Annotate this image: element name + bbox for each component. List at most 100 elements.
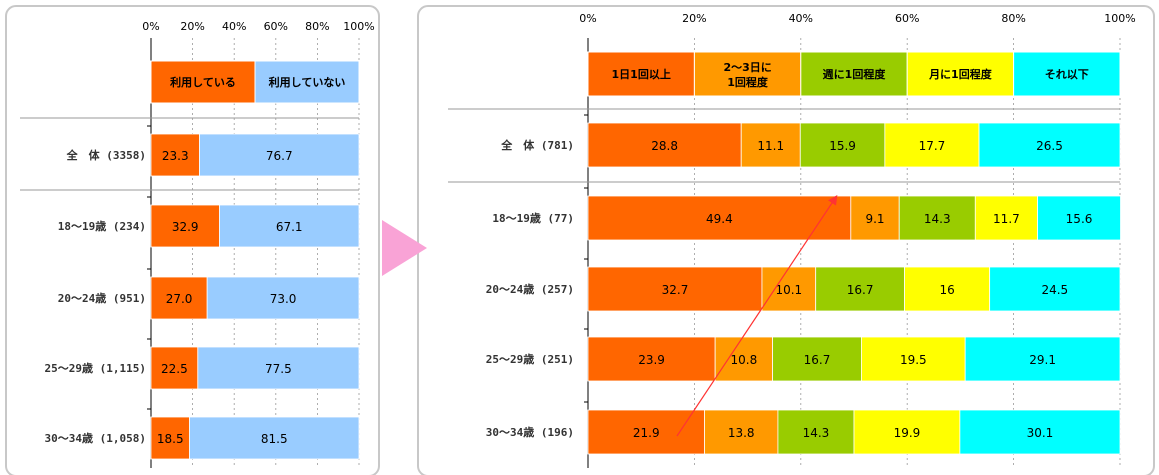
x-tick-label: 40% [222, 20, 246, 33]
bar-segment [959, 409, 1121, 455]
legend-label: 1日1回以上 [612, 67, 671, 81]
value-label: 16 [939, 283, 954, 297]
x-tick-label: 0% [142, 20, 159, 33]
x-tick-label: 60% [895, 12, 919, 25]
value-label: 32.9 [172, 220, 199, 234]
x-tick-label: 100% [1104, 12, 1135, 25]
row-label: 全 体 (781) [500, 138, 574, 152]
value-label: 26.5 [1036, 139, 1063, 153]
bar-segment [978, 122, 1121, 168]
x-tick-label: 60% [264, 20, 288, 33]
x-tick-label: 80% [1001, 12, 1025, 25]
value-label: 77.5 [265, 362, 292, 376]
bar-segment [587, 336, 716, 382]
value-label: 67.1 [276, 220, 303, 234]
value-label: 29.1 [1029, 353, 1056, 367]
bar-segment [704, 409, 779, 455]
value-label: 14.3 [924, 212, 951, 226]
legend-label-line: 2～3日に [723, 61, 771, 74]
bar-segment [150, 204, 220, 248]
legend-label: 2～3日に 1回程度 [723, 61, 771, 89]
value-label: 16.7 [804, 353, 831, 367]
x-tick-label: 40% [789, 12, 813, 25]
bar-segment [974, 195, 1038, 241]
legend-label-line: 1回程度 [727, 75, 769, 89]
x-tick-label: 80% [305, 20, 329, 33]
bar-segment [898, 195, 976, 241]
bar-segment [587, 122, 742, 168]
legend-swatch [1013, 51, 1121, 97]
value-label: 16.7 [847, 283, 874, 297]
value-label: 10.8 [731, 353, 758, 367]
legend-swatch [587, 51, 695, 97]
value-label: 15.9 [829, 139, 856, 153]
bar-segment [150, 416, 190, 460]
legend-swatch [693, 51, 802, 97]
row-label: 25～29歳 (251) [486, 352, 574, 366]
trend-annotation-arrow [676, 195, 838, 437]
bar-segment [761, 266, 817, 312]
legend-swatch [906, 51, 1015, 97]
value-label: 19.5 [900, 353, 927, 367]
bar-segment [150, 346, 199, 390]
value-label: 24.5 [1041, 283, 1068, 297]
row-label: 全 体 (3358) [66, 148, 146, 162]
bar-segment [740, 122, 801, 168]
x-tick-label: 100% [343, 20, 374, 33]
row-label: 20～24歳 (951) [58, 291, 146, 305]
x-tick-label: 20% [180, 20, 204, 33]
bar-segment [587, 409, 705, 455]
bar-segment [850, 195, 900, 241]
bar-segment [989, 266, 1121, 312]
value-label: 76.7 [266, 149, 293, 163]
value-label: 14.3 [803, 426, 830, 440]
value-label: 28.8 [651, 139, 678, 153]
legend-label: 利用している [170, 75, 236, 89]
row-label: 20～24歳 (257) [486, 282, 574, 296]
value-label: 22.5 [161, 362, 188, 376]
bar-segment [189, 416, 360, 460]
bar-segment [219, 204, 360, 248]
bar-segment [206, 276, 360, 320]
legend-swatch [800, 51, 908, 97]
bar-segment [964, 336, 1121, 382]
value-label: 11.7 [993, 212, 1020, 226]
legend-label: それ以下 [1045, 68, 1089, 81]
bar-segment [197, 346, 360, 390]
legend-swatch [254, 60, 360, 104]
value-label: 18.5 [157, 432, 184, 446]
legend-swatch [150, 60, 256, 104]
value-label: 27.0 [166, 292, 193, 306]
value-label: 73.0 [270, 292, 297, 306]
bar-segment [861, 336, 966, 382]
value-label: 19.9 [894, 426, 921, 440]
value-label: 10.1 [775, 283, 802, 297]
row-label: 25～29歳 (1,115) [45, 361, 146, 375]
bar-segment [199, 133, 360, 177]
row-label: 18～19歳 (234) [58, 219, 146, 233]
value-label: 15.6 [1066, 212, 1093, 226]
bar-segment [1037, 195, 1121, 241]
bar-segment [815, 266, 905, 312]
x-tick-label: 0% [579, 12, 596, 25]
value-label: 32.7 [662, 283, 689, 297]
bar-segment [587, 195, 852, 241]
row-label: 30～34歳 (196) [486, 425, 574, 439]
right-chart: 0% 20% 40% 60% 80% 100% 1日1回以上 2～3日に 1回程度 週に1回程度 月… [448, 12, 1136, 468]
value-label: 81.5 [261, 432, 288, 446]
legend-label: 週に1回程度 [823, 67, 887, 81]
bar-segment [904, 266, 991, 312]
value-label: 49.4 [706, 212, 733, 226]
row-label: 18～19歳 (77) [492, 211, 574, 225]
value-label: 13.8 [728, 426, 755, 440]
bar-segment [853, 409, 961, 455]
value-label: 30.1 [1027, 426, 1054, 440]
value-label: 21.9 [633, 426, 660, 440]
value-label: 9.1 [865, 212, 884, 226]
bar-segment [714, 336, 774, 382]
row-label: 30～34歳 (1,058) [45, 431, 146, 445]
legend-label: 利用していない [269, 75, 346, 89]
connector-arrow [382, 220, 427, 276]
